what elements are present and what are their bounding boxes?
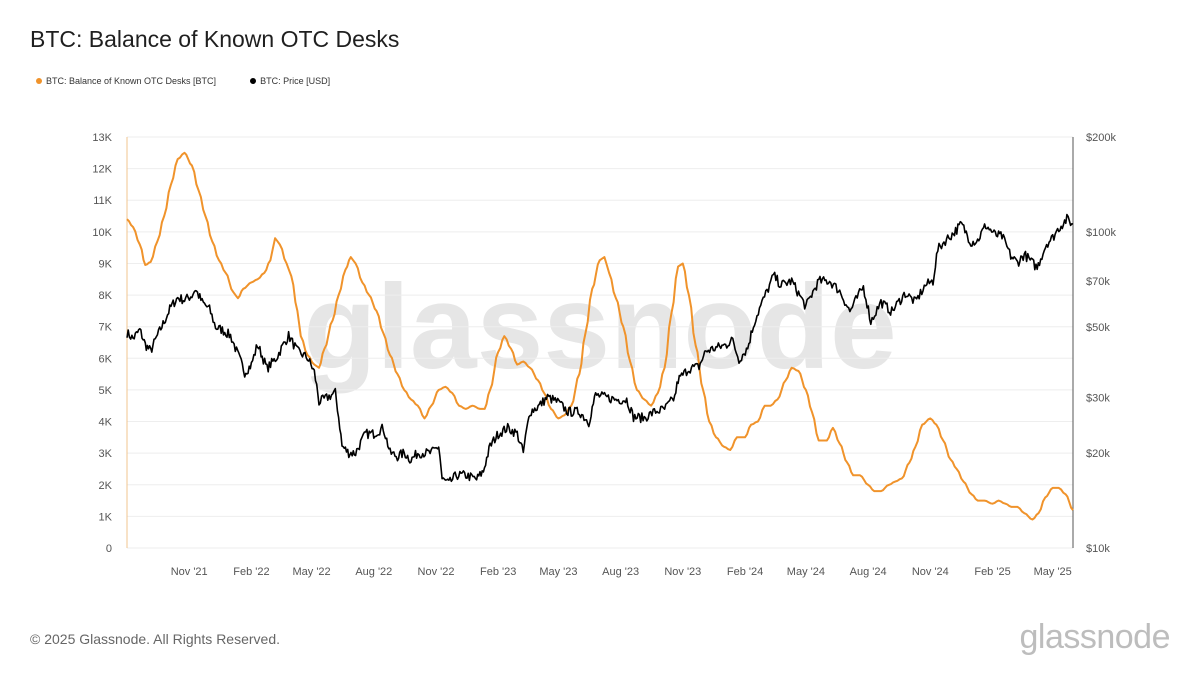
x-tick-label: May '25 xyxy=(1034,566,1072,578)
x-tick-label: Nov '21 xyxy=(171,566,208,578)
y-right-tick-label: $70k xyxy=(1086,276,1110,288)
x-tick-label: Nov '24 xyxy=(912,566,949,578)
x-tick-label: May '24 xyxy=(787,566,825,578)
y-left-tick-label: 12K xyxy=(92,164,112,176)
x-tick-label: Nov '22 xyxy=(418,566,455,578)
x-tick-label: Feb '23 xyxy=(480,566,516,578)
y-left-tick-label: 13K xyxy=(92,132,112,144)
y-left-tick-label: 1K xyxy=(99,511,113,523)
x-tick-label: Feb '25 xyxy=(974,566,1010,578)
x-tick-label: Nov '23 xyxy=(664,566,701,578)
y-left-tick-label: 3K xyxy=(99,448,113,460)
legend-item-price[interactable]: BTC: Price [USD] xyxy=(250,76,330,86)
x-tick-label: May '23 xyxy=(539,566,577,578)
chart-title: BTC: Balance of Known OTC Desks xyxy=(30,26,400,52)
x-tick-label: May '22 xyxy=(293,566,331,578)
legend-swatch-price xyxy=(250,78,257,84)
y-left-tick-label: 9K xyxy=(99,258,113,270)
legend-swatch-otc-balance xyxy=(36,78,42,84)
x-tick-label: Aug '22 xyxy=(355,566,392,578)
y-right-tick-label: $10k xyxy=(1086,543,1110,555)
y-left-tick-label: 6K xyxy=(99,353,113,365)
chart-area: glassnode 01K2K3K4K5K6K7K8K9K10K11K12K13… xyxy=(92,132,1116,578)
legend: BTC: Balance of Known OTC Desks [BTC] BT… xyxy=(36,76,330,86)
y-right-tick-label: $200k xyxy=(1086,132,1116,144)
series-line-otc-balance xyxy=(126,151,1074,521)
series-group xyxy=(126,151,1074,521)
gridlines xyxy=(127,136,1073,549)
y-left-tick-label: 11K xyxy=(93,195,112,207)
x-tick-label: Aug '23 xyxy=(602,566,639,578)
x-tick-label: Feb '22 xyxy=(233,566,269,578)
y-left-tick-label: 4K xyxy=(99,417,113,429)
y-right-tick-label: $100k xyxy=(1086,227,1116,239)
legend-label-otc-balance: BTC: Balance of Known OTC Desks [BTC] xyxy=(46,76,217,86)
copyright-text: © 2025 Glassnode. All Rights Reserved. xyxy=(30,631,281,647)
y-right-tick-label: $50k xyxy=(1086,322,1110,334)
legend-label-price: BTC: Price [USD] xyxy=(260,76,331,86)
legend-item-otc-balance[interactable]: BTC: Balance of Known OTC Desks [BTC] xyxy=(36,76,216,86)
y-left-tick-label: 10K xyxy=(92,227,112,239)
axes: 0 1K 2K 3K 4K 5K 6K 7K 8K 9K 10K 11K 12K 13K $10k $20k $… xyxy=(92,132,1116,578)
y-right-tick-label: $20k xyxy=(1086,448,1110,460)
y-left-tick-label: 5K xyxy=(99,385,113,397)
glassnode-logo: glassnode xyxy=(1019,618,1170,656)
series-line-price xyxy=(126,213,1074,483)
y-left-tick-label: 0 xyxy=(106,543,112,555)
y-left-tick-label: 2K xyxy=(99,480,113,492)
y-right-tick-label: $30k xyxy=(1086,392,1110,404)
x-tick-label: Aug '24 xyxy=(850,566,887,578)
y-left-tick-label: 7K xyxy=(99,322,113,334)
x-tick-label: Feb '24 xyxy=(727,566,763,578)
y-left-tick-label: 8K xyxy=(99,290,113,302)
